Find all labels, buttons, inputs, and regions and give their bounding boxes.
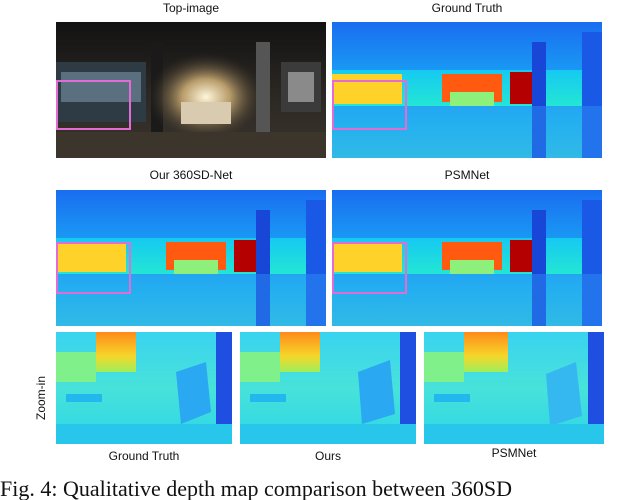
zoom-region-box: [332, 80, 407, 130]
panel-top-image: [56, 22, 326, 158]
zoom-label-ours: Ours: [314, 449, 341, 463]
zoom-region-box: [56, 80, 131, 130]
zoom-region-box: [56, 242, 131, 294]
panel-psmnet-full: [332, 190, 602, 326]
zoom-panel-ours: [240, 332, 416, 444]
panel-title-ground-truth: Ground Truth: [431, 1, 503, 15]
panel-title-top-image: Top-image: [162, 1, 220, 15]
figure-caption: Fig. 4: Qualitative depth map comparison…: [0, 478, 513, 500]
zoom-panel-psmnet: [424, 332, 604, 444]
panel-title-psmnet-full: PSMNet: [444, 168, 490, 182]
zoom-label-psmnet: PSMNet: [491, 446, 537, 460]
panel-ours-full: [56, 190, 326, 326]
zoom-in-side-label: Zoom-in: [34, 375, 48, 420]
panel-ground-truth: [332, 22, 602, 158]
panel-title-ours-full: Our 360SD-Net: [149, 168, 233, 182]
zoom-region-box: [332, 242, 407, 294]
zoom-label-ground-truth: Ground Truth: [108, 449, 180, 463]
zoom-panel-ground-truth: [56, 332, 232, 444]
